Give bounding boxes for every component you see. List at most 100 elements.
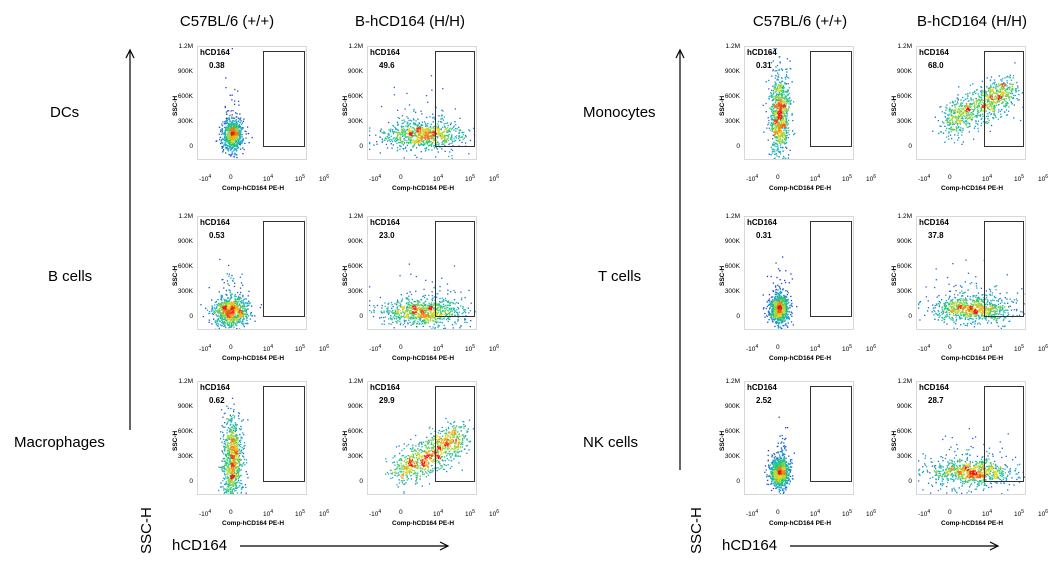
event-point xyxy=(227,418,229,420)
event-point xyxy=(237,481,239,483)
event-point xyxy=(232,144,234,146)
event-point xyxy=(229,124,232,126)
event-point xyxy=(431,320,434,322)
event-point xyxy=(225,136,227,138)
event-point xyxy=(410,139,413,141)
event-point xyxy=(454,310,456,312)
event-point xyxy=(426,135,429,137)
event-point xyxy=(232,437,235,439)
event-point xyxy=(383,131,385,133)
event-point xyxy=(223,477,225,479)
x-tick-base: 0 xyxy=(399,344,403,351)
event-point xyxy=(435,133,437,135)
event-point xyxy=(243,298,245,301)
event-point xyxy=(236,126,238,128)
event-point xyxy=(231,494,232,495)
event-point xyxy=(227,283,229,285)
event-point xyxy=(233,149,235,151)
event-point xyxy=(234,137,236,139)
event-point xyxy=(445,428,447,430)
event-point xyxy=(226,305,229,307)
event-point xyxy=(232,468,234,470)
event-point xyxy=(222,431,224,433)
event-point xyxy=(436,442,439,444)
event-point xyxy=(426,317,429,319)
event-point xyxy=(403,329,404,330)
event-point xyxy=(439,306,441,308)
event-point xyxy=(399,139,402,141)
event-point xyxy=(235,439,237,441)
event-point xyxy=(426,309,428,312)
event-point xyxy=(381,312,384,314)
event-point xyxy=(458,314,460,316)
event-point xyxy=(224,301,226,303)
event-point xyxy=(469,130,471,132)
event-point xyxy=(230,149,232,151)
event-point xyxy=(223,464,226,466)
event-point xyxy=(229,131,231,133)
event-point xyxy=(241,465,243,467)
event-point xyxy=(413,139,415,141)
event-point xyxy=(237,139,240,141)
event-point xyxy=(236,303,238,305)
event-point xyxy=(396,140,398,142)
event-point xyxy=(412,308,415,310)
gate-percent: 0.38 xyxy=(209,61,225,70)
x-tick-label: -104 xyxy=(369,344,381,353)
event-point xyxy=(439,437,441,439)
event-point xyxy=(398,314,400,316)
event-point xyxy=(236,132,238,135)
x-tick-base: 10 xyxy=(489,346,497,354)
event-point xyxy=(239,429,241,431)
event-point xyxy=(230,131,233,134)
event-point xyxy=(235,473,238,475)
event-point xyxy=(231,159,232,160)
event-point xyxy=(234,458,236,460)
event-point xyxy=(408,312,411,315)
event-point xyxy=(381,307,383,309)
event-point xyxy=(230,130,233,133)
event-point xyxy=(429,317,432,319)
event-point xyxy=(418,329,419,330)
event-point xyxy=(400,131,403,133)
event-point xyxy=(236,310,239,312)
event-point xyxy=(232,127,234,129)
event-point xyxy=(413,300,415,303)
event-point xyxy=(416,131,418,133)
event-point xyxy=(406,445,408,447)
event-point xyxy=(238,486,240,488)
event-point xyxy=(428,306,431,309)
event-point xyxy=(235,423,237,425)
event-point xyxy=(413,317,416,319)
event-point xyxy=(398,311,400,313)
event-point xyxy=(380,316,382,319)
event-point xyxy=(436,135,438,138)
event-point xyxy=(226,138,228,140)
event-point xyxy=(369,286,371,288)
event-point xyxy=(401,298,403,300)
event-point xyxy=(449,131,451,133)
x-tick-base: 10 xyxy=(319,346,327,354)
event-point xyxy=(234,100,236,102)
event-point xyxy=(410,307,412,309)
event-point xyxy=(407,307,410,309)
event-point xyxy=(402,122,405,124)
event-point xyxy=(429,129,432,131)
event-point xyxy=(243,313,245,316)
event-point xyxy=(236,146,238,148)
event-point xyxy=(426,298,429,300)
event-point xyxy=(420,158,422,159)
event-point xyxy=(430,439,433,441)
event-point xyxy=(423,309,425,311)
event-point xyxy=(221,302,223,304)
event-point xyxy=(399,132,401,134)
event-point xyxy=(428,451,430,453)
event-point xyxy=(238,297,241,299)
event-point xyxy=(433,316,435,318)
event-point xyxy=(399,312,402,314)
event-point xyxy=(230,450,232,452)
event-point xyxy=(233,159,234,160)
event-point xyxy=(231,139,234,141)
event-point xyxy=(465,312,467,314)
event-point xyxy=(229,137,232,139)
